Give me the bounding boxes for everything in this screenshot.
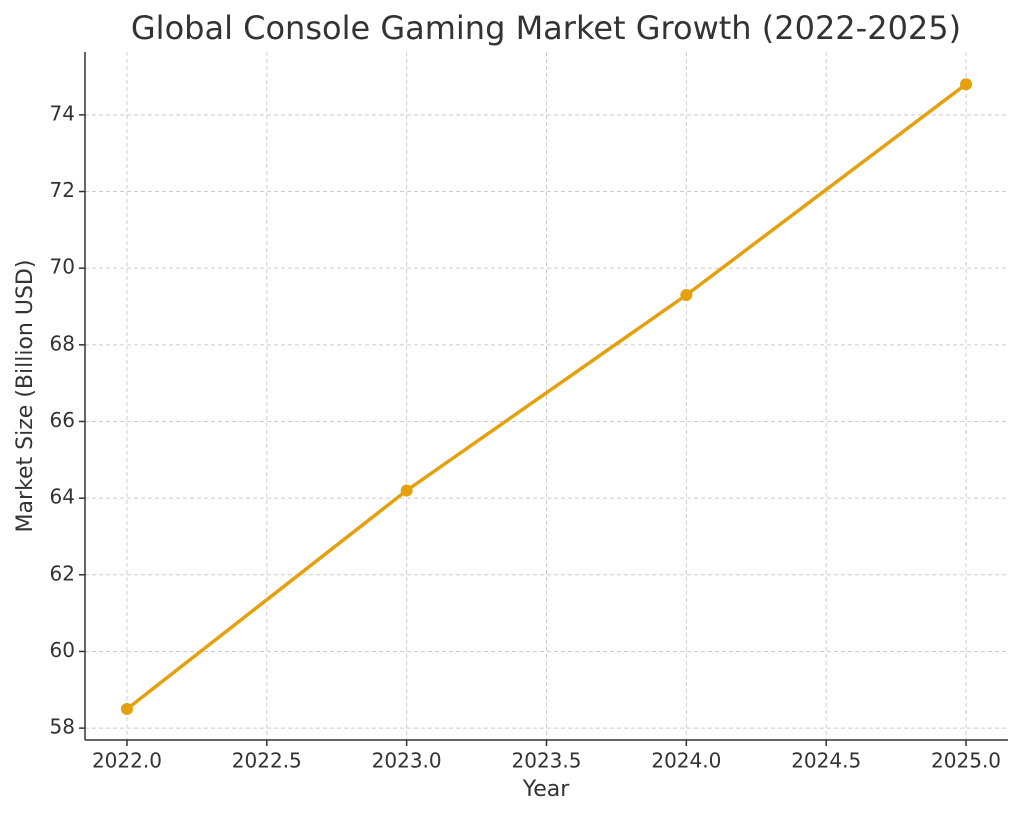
y-tick-label: 58 xyxy=(50,715,75,739)
y-tick-label: 70 xyxy=(50,255,75,279)
y-tick-label: 60 xyxy=(50,638,75,662)
x-tick-label: 2024.0 xyxy=(651,749,721,773)
x-tick-label: 2025.0 xyxy=(931,749,1001,773)
chart-title: Global Console Gaming Market Growth (202… xyxy=(131,9,961,47)
point xyxy=(680,289,693,302)
y-tick-label: 64 xyxy=(50,485,75,509)
point xyxy=(120,702,133,715)
y-tick-label: 66 xyxy=(50,408,75,432)
y-axis-label: Market Size (Billion USD) xyxy=(13,260,38,533)
y-tick-label: 62 xyxy=(50,561,75,585)
point xyxy=(400,484,413,497)
x-tick-label: 2023.5 xyxy=(512,749,582,773)
x-tick-label: 2024.5 xyxy=(791,749,861,773)
y-tick-label: 74 xyxy=(50,101,75,125)
x-tick-label: 2022.0 xyxy=(92,749,162,773)
x-axis-label: Year xyxy=(522,777,571,802)
y-tick-label: 72 xyxy=(50,178,75,202)
y-tick-label: 68 xyxy=(50,331,75,355)
line xyxy=(125,82,968,711)
point xyxy=(960,78,973,91)
x-tick-label: 2023.0 xyxy=(372,749,442,773)
x-tick-label: 2022.5 xyxy=(232,749,302,773)
